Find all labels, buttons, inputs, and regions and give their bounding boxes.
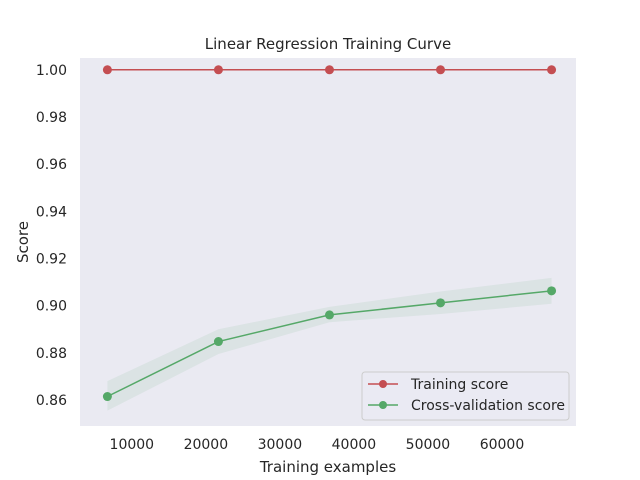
- cv-score-point: [547, 286, 557, 296]
- legend-cv-label: Cross-validation score: [411, 398, 565, 414]
- legend: Training score Cross-validation score: [361, 371, 570, 421]
- series-points: [102, 65, 557, 402]
- training-score-point: [324, 65, 334, 75]
- y-tick-label: 0.94: [36, 204, 67, 220]
- legend-training-marker: [379, 380, 387, 388]
- legend-training-label: Training score: [410, 377, 508, 393]
- legend-box: [361, 371, 570, 421]
- x-tick-label: 20000: [184, 437, 229, 453]
- y-tick-label: 0.88: [36, 346, 67, 362]
- cv-score-band: [107, 277, 552, 411]
- y-tick-label: 0.92: [36, 252, 67, 268]
- cv-score-point: [324, 310, 334, 320]
- cv-score-point: [102, 392, 112, 402]
- x-tick-label: 10000: [110, 437, 155, 453]
- y-tick-labels: 0.86 0.88 0.90 0.92 0.94 0.96 0.98 1.00: [36, 63, 67, 409]
- x-tick-label: 40000: [332, 437, 377, 453]
- plot-area: [80, 58, 576, 426]
- y-tick-label: 0.96: [36, 157, 67, 173]
- training-score-point: [213, 65, 223, 75]
- cv-score-point: [213, 337, 223, 347]
- chart-title: Linear Regression Training Curve: [205, 35, 451, 53]
- y-tick-label: 0.98: [36, 110, 67, 126]
- x-tick-label: 60000: [480, 437, 525, 453]
- confidence-bands: [107, 277, 552, 411]
- y-tick-label: 0.86: [36, 393, 67, 409]
- x-tick-labels: 10000 20000 30000 40000 50000 60000: [110, 437, 525, 453]
- y-tick-label: 1.00: [36, 63, 67, 79]
- training-score-point: [102, 65, 112, 75]
- legend-cv-marker: [379, 401, 387, 409]
- cv-score-point: [436, 298, 446, 308]
- y-axis-title: Score: [14, 221, 32, 263]
- x-tick-label: 30000: [258, 437, 303, 453]
- training-score-point: [436, 65, 446, 75]
- training-score-point: [547, 65, 557, 75]
- y-tick-label: 0.90: [36, 299, 67, 315]
- x-axis-title: Training examples: [259, 458, 397, 476]
- x-tick-label: 50000: [406, 437, 451, 453]
